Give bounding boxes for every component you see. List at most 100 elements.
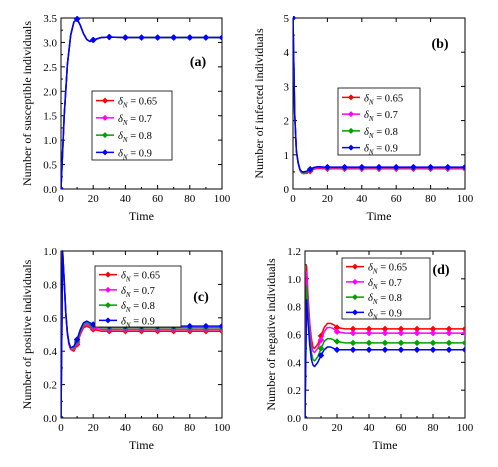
series-marker — [445, 329, 453, 337]
legend-symbol: δ — [121, 301, 127, 312]
x-tick-label: 0 — [58, 193, 64, 205]
legend-value: = 0.7 — [131, 286, 155, 297]
y-tick-label: 1.0 — [287, 274, 301, 286]
legend-value: = 0.7 — [378, 278, 402, 289]
legend-entry-label: δN = 0.9 — [121, 316, 155, 329]
legend-value: = 0.8 — [378, 293, 402, 304]
legend-value: = 0.7 — [374, 110, 398, 121]
series-marker — [317, 352, 325, 359]
legend-value: = 0.7 — [128, 114, 152, 125]
legend-subscript: N — [372, 313, 378, 321]
series-marker — [333, 346, 341, 354]
legend-subscript: N — [125, 306, 131, 314]
legend-entry-label: δN = 0.8 — [368, 293, 402, 306]
series-marker — [461, 163, 465, 171]
series-marker — [427, 163, 434, 171]
x-tick-label: 80 — [428, 422, 440, 434]
series-marker — [349, 346, 357, 354]
legend-swatch-marker — [102, 114, 108, 121]
legend-value: = 0.65 — [378, 263, 408, 274]
legend-symbol: δ — [118, 114, 124, 125]
series-marker — [381, 346, 389, 354]
x-tick-label: 20 — [88, 193, 100, 205]
legend-entry-label: δN = 0.65 — [121, 271, 160, 284]
legend-entry-label: δN = 0.9 — [368, 308, 402, 321]
series-marker — [349, 329, 357, 337]
legend-entry-label: δN = 0.8 — [118, 131, 152, 144]
legend-subscript: N — [125, 291, 131, 299]
series-line-3 — [293, 17, 465, 173]
x-tick-label: 60 — [152, 422, 164, 434]
series-marker — [317, 336, 325, 344]
series-marker — [218, 322, 222, 330]
series-marker — [333, 338, 341, 345]
y-tick-label: 1 — [284, 150, 290, 162]
x-tick-label: 0 — [302, 422, 308, 434]
legend-entry-label: δN = 0.65 — [364, 93, 403, 106]
panel-d: 0 20 40 60 80 100 0.0 0.2 0.4 0.6 0.8 1.0 1.2 Time Num… — [264, 246, 474, 452]
y-tick-label: 0.4 — [287, 357, 301, 369]
y-tick-label: 3 — [284, 81, 290, 93]
legend-subscript: N — [122, 153, 128, 161]
legend-subscript: N — [372, 268, 378, 276]
legend-entry-label: δN = 0.7 — [368, 278, 402, 291]
legend-value: = 0.9 — [128, 148, 152, 159]
series-marker — [429, 339, 437, 347]
x-tick-label: 40 — [120, 422, 132, 434]
series-marker — [202, 322, 210, 330]
legend-symbol: δ — [368, 278, 374, 289]
x-axis-label: Time — [129, 209, 154, 223]
legend-symbol: δ — [121, 271, 127, 282]
legend-value: = 0.8 — [128, 131, 152, 142]
x-tick-label: 100 — [457, 422, 474, 434]
x-tick-label: 60 — [391, 193, 403, 205]
legend-box — [94, 265, 182, 328]
panel-a: 0 20 40 60 80 100 0.0 0.5 1.0 1.5 2.0 2.5 3.0 3.5 Time… — [20, 13, 231, 223]
legend-symbol: δ — [364, 110, 370, 121]
series-marker — [397, 329, 405, 337]
x-tick-label: 0 — [290, 193, 296, 205]
y-tick-label: 5 — [284, 13, 290, 25]
legend-swatch-marker — [348, 127, 354, 134]
y-tick-label: 2.0 — [43, 86, 57, 98]
legend-entry-label: δN = 0.65 — [118, 97, 157, 110]
y-tick-label: 0.8 — [287, 302, 301, 314]
legend-entry-label: δN = 0.7 — [118, 114, 152, 127]
series-marker — [461, 329, 465, 337]
series-marker — [218, 34, 222, 41]
series-marker — [381, 329, 389, 337]
legend-swatch-marker — [105, 286, 111, 293]
legend-swatch-marker — [352, 309, 358, 316]
x-tick-label: 20 — [88, 422, 100, 434]
y-tick-label: 0.4 — [43, 346, 57, 358]
legend-symbol: δ — [121, 316, 127, 327]
x-axis-label: Time — [373, 438, 398, 452]
x-tick-label: 60 — [152, 193, 164, 205]
series-marker — [73, 336, 81, 343]
panel-c: 0 20 40 60 80 100 0.0 0.2 0.4 0.6 0.8 1.0 Time Number… — [20, 246, 231, 452]
legend-entry-label: δN = 0.65 — [368, 263, 407, 276]
legend-swatch-marker — [348, 94, 354, 101]
legend-swatch-marker — [105, 317, 111, 324]
panel-tag: (a) — [190, 55, 207, 70]
x-tick-label: 20 — [332, 422, 344, 434]
panel-tag: (c) — [193, 290, 209, 305]
series-marker — [445, 339, 453, 347]
series-marker — [305, 414, 309, 418]
x-tick-label: 80 — [425, 193, 437, 205]
y-tick-label: 0.2 — [287, 385, 301, 397]
legend-subscript: N — [122, 102, 128, 110]
series-marker — [397, 346, 405, 354]
series-marker — [317, 345, 325, 352]
series-marker — [186, 322, 194, 330]
x-axis-label: Time — [367, 209, 392, 223]
series-marker — [61, 185, 65, 189]
legend-swatch-marker — [102, 97, 108, 104]
series-marker — [349, 339, 357, 347]
y-tick-label: 1.0 — [43, 135, 57, 147]
y-tick-label: 0 — [284, 184, 290, 196]
legend-value: = 0.9 — [378, 308, 402, 319]
